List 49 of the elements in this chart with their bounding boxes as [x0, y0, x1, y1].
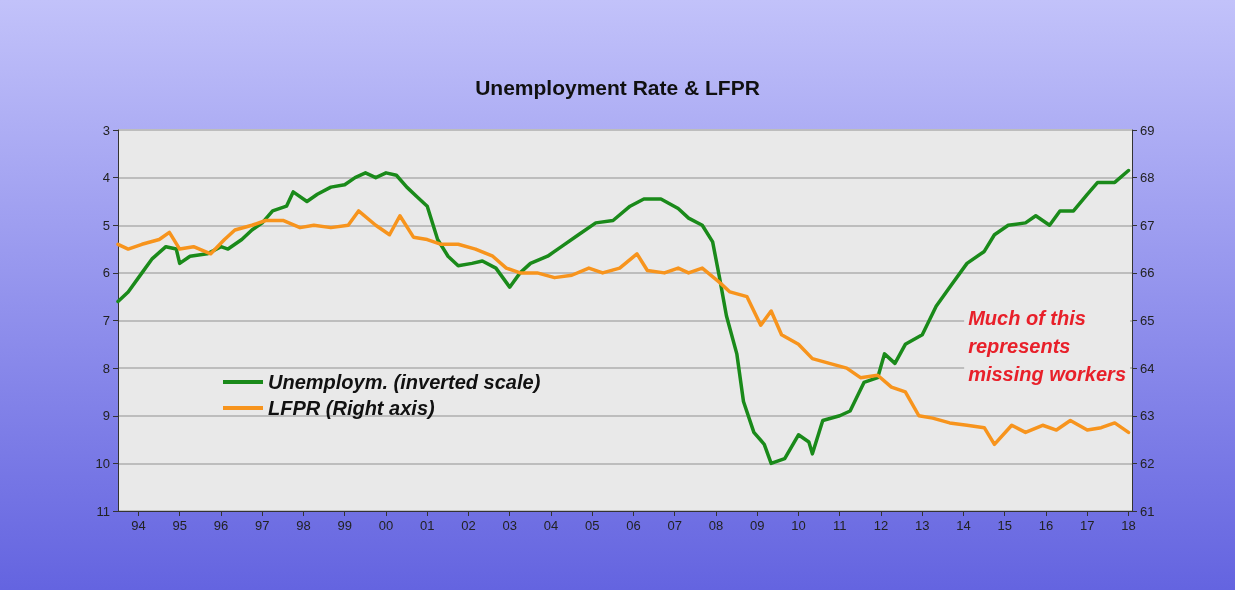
x-tick-label: 13: [915, 518, 930, 533]
x-tick-label: 94: [131, 518, 146, 533]
x-tick-label: 15: [997, 518, 1012, 533]
x-tick-label: 14: [956, 518, 971, 533]
y2-tick-label: 65: [1140, 313, 1155, 328]
chart-title: Unemployment Rate & LFPR: [475, 76, 760, 99]
x-tick-label: 96: [213, 518, 229, 533]
x-tick-label: 04: [543, 518, 559, 533]
y-tick-label: 10: [95, 455, 110, 471]
legend-label: Unemploym. (inverted scale): [268, 371, 541, 393]
legend-label: LFPR (Right axis): [268, 397, 436, 419]
line-series: [116, 168, 1131, 466]
y-tick-label: 4: [102, 170, 110, 186]
y-tick-label: 3: [102, 122, 110, 138]
y2-tick-label: 62: [1140, 455, 1155, 471]
x-tick-label: 16: [1038, 518, 1054, 533]
y-tick-label: 9: [102, 408, 110, 424]
y2-tick-label: 61: [1140, 503, 1155, 519]
y-tick-label: 5: [102, 217, 110, 233]
y2-tick-label: 69: [1140, 122, 1155, 138]
x-tick-label: 10: [791, 518, 806, 533]
y2-tick-label: 68: [1140, 170, 1155, 186]
x-tick-label: 02: [461, 518, 476, 533]
x-tick-label: 95: [172, 518, 187, 533]
x-tick-label: 05: [585, 518, 600, 533]
x-tick-label: 03: [502, 518, 517, 533]
y-tick-label: 8: [102, 360, 110, 376]
x-tick-label: 00: [378, 518, 394, 533]
y2-tick-label: 67: [1140, 217, 1155, 233]
y-tick-label: 6: [102, 265, 110, 281]
y2-tick-label: 64: [1140, 360, 1155, 376]
x-tick-label: 17: [1080, 518, 1095, 533]
annotation: Much of this represents missing workers: [968, 307, 1126, 385]
x-tick-label: 98: [296, 518, 311, 533]
x-tick-label: 11: [832, 518, 847, 533]
x-tick-label: 09: [750, 518, 765, 533]
y-tick-label: 7: [102, 313, 110, 328]
y2-tick-label: 66: [1140, 265, 1155, 281]
line-series: [116, 209, 1131, 447]
x-tick-label: 01: [420, 518, 435, 533]
x-tick-label: 12: [873, 518, 889, 533]
y-tick-label: 11: [96, 503, 110, 519]
x-tick-label: 99: [337, 518, 352, 533]
x-tick-label: 08: [708, 518, 724, 533]
x-tick-label: 07: [667, 518, 682, 533]
y2-tick-label: 63: [1140, 408, 1155, 424]
x-tick-label: 06: [626, 518, 641, 533]
x-tick-label: 97: [254, 518, 270, 533]
x-tick-label: 18: [1121, 518, 1136, 533]
